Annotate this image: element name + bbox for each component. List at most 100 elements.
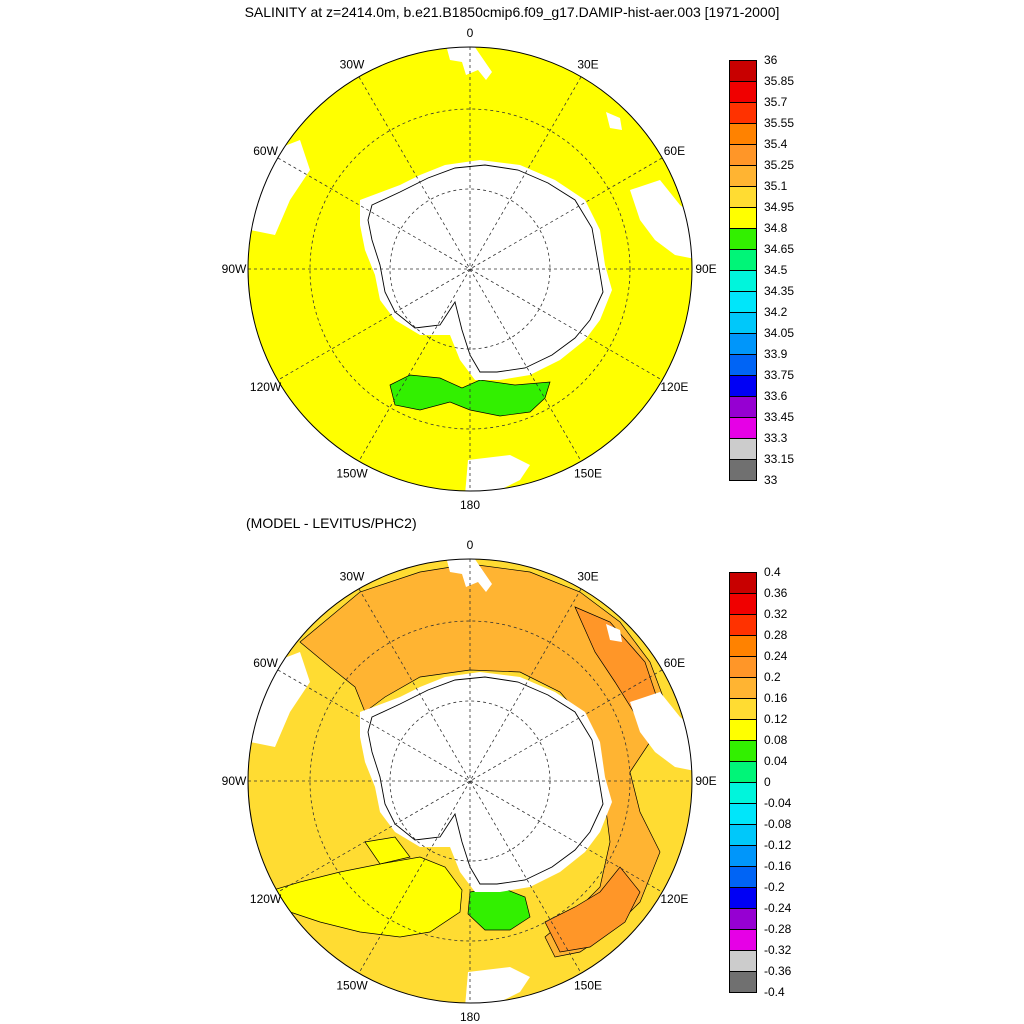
strong-positive-patch-east	[544, 866, 641, 953]
colorbar-label: 0.04	[764, 754, 788, 768]
colorbar-label: -0.32	[764, 943, 792, 957]
antarctica-coastline	[367, 676, 604, 885]
colorbar-cell	[729, 719, 757, 741]
colorbar-cell	[729, 614, 757, 636]
longitude-label: 60E	[664, 656, 685, 670]
longitude-label: 0	[467, 26, 474, 40]
colorbar-label: 0.36	[764, 586, 788, 600]
colorbar-cell	[729, 144, 757, 166]
colorbar-label: -0.12	[764, 838, 792, 852]
antarctica-coastline	[367, 164, 604, 373]
colorbar-cell	[729, 908, 757, 930]
colorbar-cell	[729, 186, 757, 208]
colorbar-label: -0.2	[764, 880, 785, 894]
colorbar-label: 35.1	[764, 179, 788, 193]
longitude-label: 30W	[340, 58, 365, 72]
colorbar-label: 35.4	[764, 137, 788, 151]
colorbar-label: -0.16	[764, 859, 792, 873]
colorbar-label: 0	[764, 775, 771, 789]
colorbar-cell	[729, 572, 757, 594]
colorbar-label: 35.7	[764, 95, 788, 109]
colorbar-cell	[729, 677, 757, 699]
colorbar-label: 36	[764, 53, 778, 67]
kerguelen-shelf-gap	[630, 180, 692, 260]
colorbar-cell	[729, 60, 757, 82]
colorbar-label: 0.16	[764, 691, 788, 705]
colorbar-label: -0.4	[764, 985, 785, 999]
colorbar-label: 35.55	[764, 116, 795, 130]
longitude-label: 90E	[695, 262, 716, 276]
colorbar-label: 0.24	[764, 649, 788, 663]
positive-anomaly-band	[299, 563, 666, 958]
colorbar-label: 33	[764, 473, 778, 487]
colorbar-label: -0.08	[764, 817, 792, 831]
colorbar-cell	[729, 929, 757, 951]
colorbar-cell	[729, 887, 757, 909]
longitude-label: 0	[467, 538, 474, 552]
longitude-label: 180	[460, 498, 480, 512]
map-border	[247, 558, 693, 1004]
colorbar-cell	[729, 228, 757, 250]
colorbar-cell	[729, 740, 757, 762]
colorbar-cell	[729, 824, 757, 846]
longitude-label: 150E	[574, 978, 602, 992]
colorbar-cell	[729, 698, 757, 720]
colorbar-cell	[729, 249, 757, 271]
colorbar-label: 0.08	[764, 733, 788, 747]
longitude-label: 120W	[250, 892, 282, 906]
longitude-label: 120W	[250, 380, 282, 394]
colorbar-cell	[729, 102, 757, 124]
salinity-polar-map: 0 30E 60E 90E 120E 150E 180 150W 120W 90W 60W 30W	[222, 26, 717, 512]
colorbar-label: -0.28	[764, 922, 792, 936]
colorbar-label: -0.24	[764, 901, 792, 915]
colorbar-label: 33.45	[764, 410, 795, 424]
longitude-label: 60E	[664, 144, 685, 158]
salinity-colorbar	[729, 60, 757, 481]
longitude-label: 30W	[340, 570, 365, 584]
colorbar-label: -0.36	[764, 964, 792, 978]
colorbar-label: 0.4	[764, 565, 781, 579]
colorbar-label: 0.12	[764, 712, 788, 726]
colorbar-label: 34.65	[764, 242, 795, 256]
madagascar-landmass	[606, 624, 622, 642]
colorbar-label: 0.2	[764, 670, 781, 684]
colorbar-cell	[729, 656, 757, 678]
weak-positive-patch	[364, 836, 411, 865]
longitude-label: 90E	[695, 774, 716, 788]
colorbar-cell	[729, 761, 757, 783]
colorbar-label: 33.9	[764, 347, 788, 361]
kerguelen-shelf-gap	[630, 692, 692, 772]
new-zealand-landmass	[465, 967, 530, 1003]
graticule	[248, 47, 692, 491]
colorbar-cell	[729, 312, 757, 334]
colorbar-cell	[729, 354, 757, 376]
colorbar-cell	[729, 803, 757, 825]
antarctica-landmass	[360, 672, 612, 892]
longitude-label: 30E	[577, 58, 598, 72]
longitude-label: 120E	[660, 380, 688, 394]
map-border	[247, 46, 693, 492]
colorbar-label: 34.5	[764, 263, 788, 277]
colorbar-label: 33.15	[764, 452, 795, 466]
africa-landmass	[432, 559, 492, 592]
difference-title: (MODEL - LEVITUS/PHC2)	[246, 515, 417, 531]
graticule	[248, 559, 692, 1003]
weak-positive-region	[248, 856, 463, 938]
longitude-label: 90W	[222, 262, 247, 276]
colorbar-label: 33.75	[764, 368, 795, 382]
colorbar-label: 0.32	[764, 607, 788, 621]
longitude-label: 60W	[253, 656, 278, 670]
longitude-label: 30E	[577, 570, 598, 584]
new-zealand-landmass	[465, 455, 530, 491]
longitude-label: 150W	[336, 978, 368, 992]
colorbar-label: 33.3	[764, 431, 788, 445]
colorbar-label: 34.95	[764, 200, 795, 214]
longitude-label: 120E	[660, 892, 688, 906]
colorbar-cell	[729, 375, 757, 397]
colorbar-label: 35.85	[764, 74, 795, 88]
colorbar-label: -0.04	[764, 796, 792, 810]
colorbar-label: 33.6	[764, 389, 788, 403]
colorbar-label: 34.35	[764, 284, 795, 298]
colorbar-label: 35.25	[764, 158, 795, 172]
colorbar-cell	[729, 123, 757, 145]
